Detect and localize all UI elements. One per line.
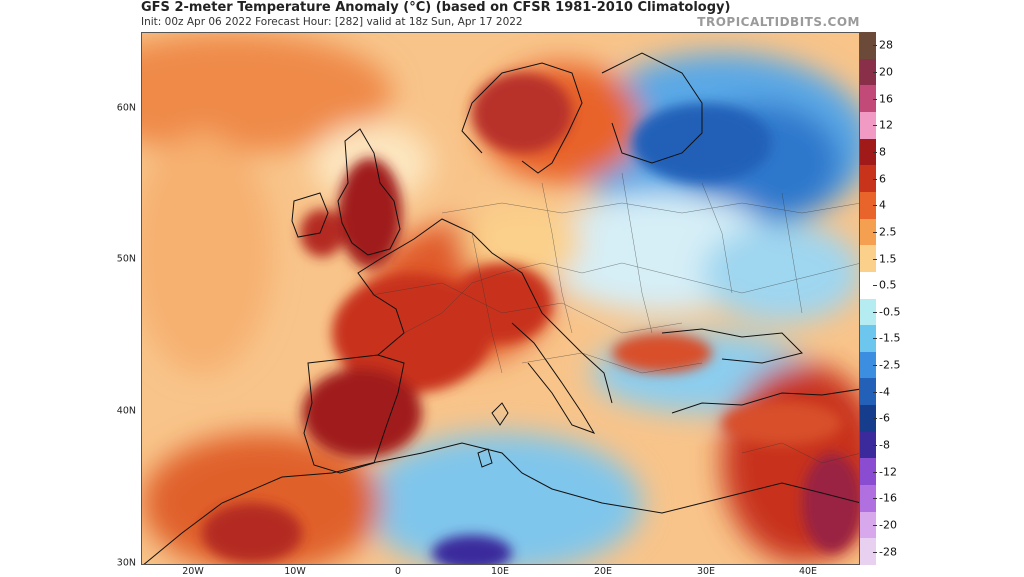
colorbar-tick — [873, 391, 877, 393]
colorbar-label: -28 — [879, 545, 897, 559]
colorbar-tick — [873, 418, 877, 420]
colorbar-tick — [873, 231, 877, 233]
colorbar-segment — [860, 138, 876, 166]
colorbar-tick — [873, 258, 877, 260]
colorbar-segment — [860, 85, 876, 113]
colorbar-label: 8 — [879, 145, 886, 159]
colorbar-segment — [860, 538, 876, 566]
brand-watermark: TROPICALTIDBITS.COM — [697, 15, 860, 29]
colorbar-segment — [860, 511, 876, 539]
colorbar-segment — [860, 111, 876, 140]
colorbar-label: -4 — [879, 385, 890, 399]
colorbar-label: 4 — [879, 198, 886, 212]
latitude-label-60n: 60N — [116, 102, 136, 114]
colorbar-label: 28 — [879, 38, 893, 52]
longitude-label-10e: 10E — [490, 566, 510, 577]
colorbar-segment — [860, 378, 876, 406]
colorbar-tick — [873, 285, 877, 287]
anomaly-field-soft — [142, 33, 859, 564]
colorbar-tick — [873, 205, 877, 207]
colorbar-tick — [873, 45, 877, 47]
longitude-label-0: 0 — [394, 566, 402, 577]
colorbar-label: -1.5 — [879, 331, 901, 345]
colorbar-segment — [860, 271, 876, 299]
colorbar-tick — [873, 525, 877, 527]
colorbar-tick — [873, 178, 877, 180]
colorbar-label: -0.5 — [879, 305, 901, 319]
colorbar-segment — [860, 58, 876, 86]
longitude-label-40e: 40E — [798, 566, 818, 577]
colorbar-segment — [860, 218, 876, 246]
colorbar-label: 12 — [879, 118, 893, 132]
colorbar-segment — [860, 485, 876, 513]
colorbar — [860, 32, 876, 566]
longitude-label-20w: 20W — [182, 566, 204, 577]
colorbar-tick — [873, 445, 877, 447]
colorbar-segment — [860, 298, 876, 326]
colorbar-tick — [873, 71, 877, 73]
colorbar-segment — [860, 32, 876, 60]
colorbar-tick — [873, 125, 877, 127]
map-title: GFS 2-meter Temperature Anomaly (°C) (ba… — [141, 0, 731, 15]
colorbar-label: -20 — [879, 518, 897, 532]
colorbar-tick — [873, 338, 877, 340]
latitude-label-50n: 50N — [116, 253, 136, 265]
map-subtitle: Init: 00z Apr 06 2022 Forecast Hour: [28… — [141, 16, 523, 28]
longitude-label-20e: 20E — [593, 566, 613, 577]
colorbar-label: 6 — [879, 172, 886, 186]
colorbar-label: -16 — [879, 491, 897, 505]
colorbar-segment — [860, 325, 876, 353]
colorbar-tick — [873, 551, 877, 553]
colorbar-segment — [860, 165, 876, 193]
colorbar-label: -6 — [879, 411, 890, 425]
colorbar-segment — [860, 245, 876, 273]
longitude-label-10w: 10W — [284, 566, 306, 577]
colorbar-label: -12 — [879, 465, 897, 479]
colorbar-segment — [860, 431, 876, 459]
colorbar-tick — [873, 151, 877, 153]
anomaly-map-graphic — [142, 33, 859, 564]
colorbar-tick — [873, 365, 877, 367]
country-borders — [371, 172, 859, 464]
colorbar-label: -2.5 — [879, 358, 901, 372]
colorbar-segment — [860, 458, 876, 486]
colorbar-tick — [873, 498, 877, 500]
colorbar-tick — [873, 471, 877, 473]
colorbar-label: -8 — [879, 438, 890, 452]
latitude-label-40n: 40N — [116, 405, 136, 417]
longitude-label-30e: 30E — [696, 566, 716, 577]
colorbar-segment — [860, 351, 876, 379]
colorbar-label: 0.5 — [879, 278, 897, 292]
anomaly-map — [141, 32, 860, 565]
colorbar-label: 1.5 — [879, 252, 897, 266]
colorbar-segment — [860, 405, 876, 433]
colorbar-label: 2.5 — [879, 225, 897, 239]
colorbar-tick — [873, 311, 877, 313]
colorbar-label: 16 — [879, 92, 893, 106]
latitude-label-30n: 30N — [116, 557, 136, 569]
colorbar-segment — [860, 191, 876, 220]
colorbar-tick — [873, 98, 877, 100]
coastlines — [143, 52, 859, 564]
colorbar-label: 20 — [879, 65, 893, 79]
